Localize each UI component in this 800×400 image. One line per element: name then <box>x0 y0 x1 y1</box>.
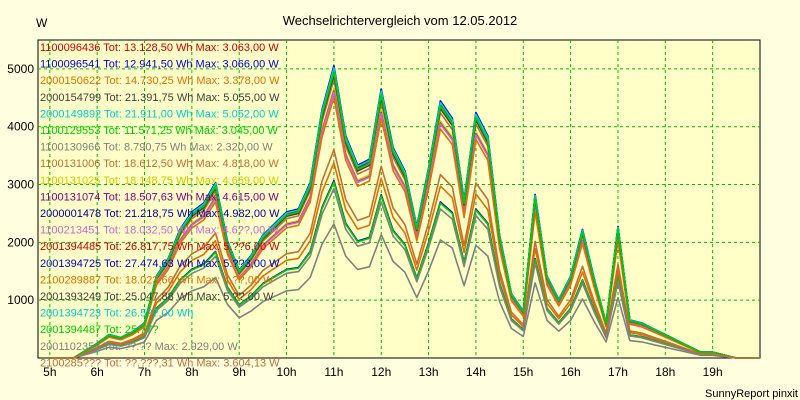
grid <box>38 40 760 358</box>
legend-entry: 2001394485 Tot: 26.817,75 Wh Max: 5.??6,… <box>40 241 280 253</box>
footer-label: SunnyReport pinxit <box>705 388 798 400</box>
x-tick-label: 19h <box>703 365 723 379</box>
x-tick-label: 6h <box>91 365 104 379</box>
series-line-1100130966 <box>49 223 760 359</box>
y-tick-label: 1000 <box>7 293 34 307</box>
x-tick-label: 9h <box>233 365 246 379</box>
legend-entry: 1100096541 Tot: 12.941,50 Wh Max: 3.066,… <box>40 59 279 71</box>
legend-entry: 2001102358 Tot: ??.?? Max: 2.929,00 W <box>40 341 238 353</box>
legend-entry: 1100131074 Tot: 18.507,63 Wh Max: 4.615,… <box>40 191 279 203</box>
legend-entry: 1100130966 Tot: 8.790,75 Wh Max: 2.320,0… <box>40 142 273 154</box>
x-tick-label: 11h <box>324 365 343 379</box>
legend-entry: 2001394725 Tot: 27.474,63 Wh Max: 5.??3,… <box>40 258 280 270</box>
legend-entry: 1100213451 Tot: 18.032,50 Wh Max: 4.6??,… <box>40 225 279 237</box>
legend-entry: 2100289887 Tot: 18.023,66 Wh Max: 4.??,0… <box>40 274 274 286</box>
legend-entry: 2000154799 Tot: 21.391,75 Wh Max: 5.055,… <box>40 92 280 104</box>
y-tick-label: 3000 <box>7 178 34 192</box>
legend: 1100096436 Tot: 13.128,50 Wh Max: 3.063,… <box>40 42 280 369</box>
x-tick-label: 18h <box>655 365 675 379</box>
legend-entry: 2100285??? Tot: ??.???,31 Wh Max: 3.604,… <box>40 357 280 369</box>
legend-entry: 1100096436 Tot: 13.128,50 Wh Max: 3.063,… <box>40 42 279 54</box>
x-tick-label: 5h <box>43 365 56 379</box>
series-line-2100289887 <box>49 97 760 359</box>
series-line-2001394487 <box>49 71 760 359</box>
x-tick-label: 10h <box>277 365 297 379</box>
x-tick-label: 7h <box>138 365 151 379</box>
series-layer <box>49 64 760 359</box>
legend-entry: 2000150622 Tot: 14.730,25 Wh Max: 3.378,… <box>40 75 280 87</box>
y-tick-label: 2000 <box>7 235 34 249</box>
x-tick-label: 12h <box>371 365 391 379</box>
y-axis-label: W <box>36 16 48 30</box>
series-line-2000150622 <box>49 161 760 359</box>
x-tick-label: 13h <box>419 365 439 379</box>
legend-entry: 1100131006 Tot: 18.612,50 Wh Max: 4.818,… <box>40 158 279 170</box>
chart-title: Wechselrichtervergleich vom 12.05.2012 <box>283 13 518 28</box>
x-tick-label: 15h <box>513 365 533 379</box>
x-tick-label: 17h <box>608 365 628 379</box>
series-line-2001102358 <box>49 187 760 359</box>
legend-entry: 1100131025 Tot: 18.148,75 Wh Max: 4.659,… <box>40 175 279 187</box>
series-line-2100285??? <box>49 148 760 359</box>
legend-entry: 2000001478 Tot: 21.218,75 Wh Max: 4.982,… <box>40 208 280 220</box>
legend-entry: 2001394723 Tot: 26.5??,00 Wh <box>40 308 193 320</box>
x-tick-label: 8h <box>185 365 198 379</box>
plot-area <box>37 39 761 359</box>
legend-entry: 2001393249 Tot: 25.047,88 Wh Max: 5.??,0… <box>40 291 274 303</box>
legend-entry: 2000149892 Tot: 21.911,00 Wh Max: 5.052,… <box>40 108 279 120</box>
x-tick-label: 16h <box>561 365 581 379</box>
x-axis: 5h 6h 7h 8h 9h 10h 11h 12h 13h 14h 15h 16h 17h 18h 19h <box>43 365 723 379</box>
y-axis: 1000 2000 3000 4000 5000 <box>7 62 34 307</box>
legend-entry: 1100129553 Tot: 11.571,25 Wh Max: 3.045,… <box>40 125 279 137</box>
y-tick-label: 5000 <box>7 62 34 76</box>
legend-entry: 2001394487 Tot: 25.77? <box>40 324 158 336</box>
x-tick-label: 14h <box>466 365 486 379</box>
y-tick-label: 4000 <box>7 120 34 134</box>
